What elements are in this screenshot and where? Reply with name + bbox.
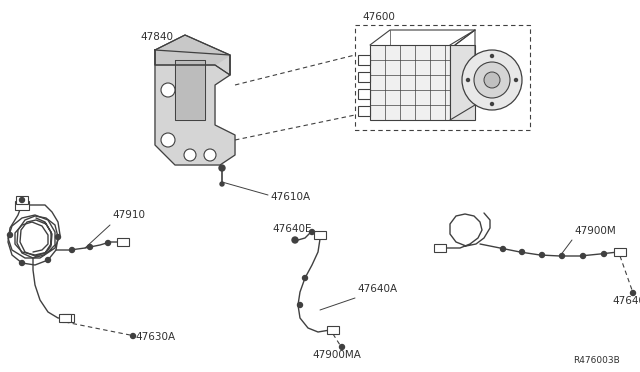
Circle shape bbox=[220, 182, 224, 186]
Bar bbox=[59, 314, 71, 322]
Text: 47840: 47840 bbox=[140, 32, 173, 42]
Bar bbox=[15, 201, 29, 210]
Circle shape bbox=[500, 247, 506, 251]
Circle shape bbox=[19, 260, 24, 266]
Text: 47600: 47600 bbox=[362, 12, 395, 22]
Circle shape bbox=[298, 302, 303, 308]
Circle shape bbox=[602, 251, 607, 257]
Text: 47640E: 47640E bbox=[272, 224, 312, 234]
Circle shape bbox=[45, 257, 51, 263]
Circle shape bbox=[161, 83, 175, 97]
Circle shape bbox=[630, 291, 636, 295]
Circle shape bbox=[310, 230, 314, 234]
Text: R476003B: R476003B bbox=[573, 356, 620, 365]
Circle shape bbox=[131, 334, 136, 339]
Circle shape bbox=[56, 234, 61, 240]
Bar bbox=[358, 89, 370, 99]
Bar bbox=[327, 326, 339, 334]
Bar bbox=[434, 244, 446, 252]
Bar bbox=[370, 45, 450, 120]
Bar bbox=[117, 238, 129, 246]
Circle shape bbox=[580, 253, 586, 259]
Circle shape bbox=[484, 72, 500, 88]
Polygon shape bbox=[155, 35, 230, 65]
Circle shape bbox=[106, 241, 111, 246]
Circle shape bbox=[339, 344, 344, 350]
Bar bbox=[314, 231, 326, 239]
Text: 47900MA: 47900MA bbox=[312, 350, 361, 360]
Circle shape bbox=[219, 165, 225, 171]
Bar bbox=[450, 45, 475, 120]
Polygon shape bbox=[155, 50, 235, 165]
Circle shape bbox=[70, 247, 74, 253]
Circle shape bbox=[88, 244, 93, 250]
Circle shape bbox=[474, 62, 510, 98]
Text: 47640A: 47640A bbox=[612, 296, 640, 306]
Circle shape bbox=[520, 250, 525, 254]
Circle shape bbox=[292, 237, 298, 243]
Bar bbox=[16, 196, 28, 204]
Circle shape bbox=[19, 198, 24, 202]
Circle shape bbox=[490, 103, 493, 106]
Circle shape bbox=[559, 253, 564, 259]
Circle shape bbox=[515, 78, 518, 81]
Circle shape bbox=[467, 78, 470, 81]
Text: 47900M: 47900M bbox=[574, 226, 616, 236]
Bar bbox=[62, 314, 74, 322]
Bar bbox=[358, 55, 370, 65]
Text: 47910: 47910 bbox=[112, 210, 145, 220]
Bar bbox=[358, 106, 370, 116]
Circle shape bbox=[204, 149, 216, 161]
Text: 47630A: 47630A bbox=[135, 332, 175, 342]
Circle shape bbox=[540, 253, 545, 257]
Circle shape bbox=[462, 50, 522, 110]
Bar bbox=[614, 248, 626, 256]
Text: 47610A: 47610A bbox=[270, 192, 310, 202]
Polygon shape bbox=[175, 60, 205, 120]
Bar bbox=[358, 72, 370, 82]
Circle shape bbox=[184, 149, 196, 161]
Text: 47640A: 47640A bbox=[357, 284, 397, 294]
Circle shape bbox=[8, 232, 13, 237]
Circle shape bbox=[303, 276, 307, 280]
Circle shape bbox=[490, 55, 493, 58]
Circle shape bbox=[161, 133, 175, 147]
